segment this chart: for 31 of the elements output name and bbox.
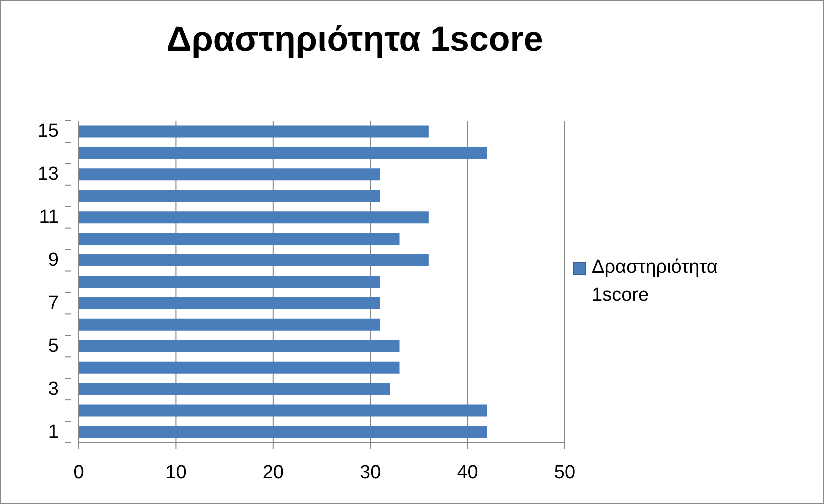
bar [79,426,488,438]
bar [79,340,400,352]
x-tick-label: 30 [360,462,382,484]
bar [79,318,380,331]
chart-title: Δραστηριότητα 1score [166,19,544,61]
legend-label: Δραστηριότητα 1score [592,256,719,308]
bar [79,233,400,246]
y-tick-label: 3 [48,378,59,400]
y-tick-label: 13 [38,164,59,186]
x-tick-label: 20 [262,462,284,484]
bar [79,190,380,202]
y-tick-label: 1 [48,422,59,443]
x-tick-label: 0 [74,462,84,484]
bar [79,297,380,310]
x-tick-label: 40 [457,462,478,484]
y-tick-label: 15 [38,121,59,142]
bar [79,254,429,267]
bar [79,362,400,374]
x-tick-label: 10 [166,462,187,484]
bar [79,212,429,224]
bar [79,147,488,160]
bar [79,383,390,396]
y-tick-label: 7 [48,292,59,314]
bar [79,126,429,138]
y-tick-label: 9 [48,250,59,272]
bar [79,168,380,181]
y-tick-label: 5 [48,336,59,357]
bar [79,276,380,288]
bar [79,404,488,417]
x-tick-label: 50 [554,462,576,484]
y-tick-label: 11 [39,207,59,228]
